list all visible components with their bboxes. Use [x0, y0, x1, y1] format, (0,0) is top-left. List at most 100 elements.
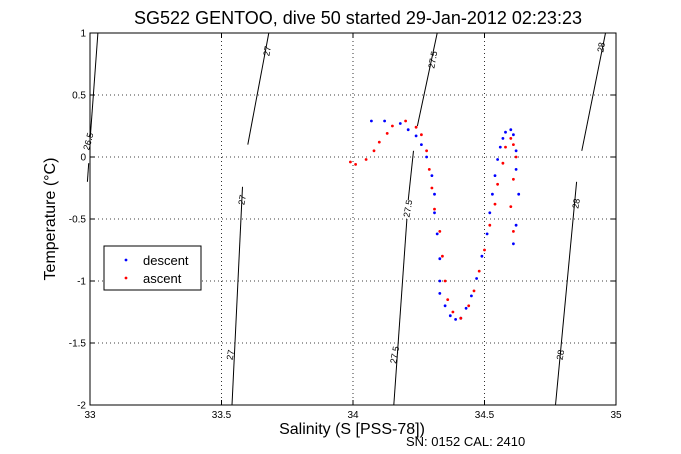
data-point-descent [454, 318, 457, 321]
y-axis-label: Temperature (°C) [42, 158, 59, 281]
data-point-descent [425, 155, 428, 159]
isopycnal-line [581, 32, 606, 151]
data-point-descent [491, 192, 494, 196]
data-point-descent [475, 277, 478, 280]
data-point-ascent [349, 160, 352, 164]
y-tick-label: -2 [77, 401, 86, 412]
x-tick-label: 35 [610, 410, 622, 421]
data-point-descent [512, 242, 515, 246]
isopycnal-label: 28 [555, 349, 567, 361]
data-point-ascent [404, 119, 407, 123]
isopycnal-label: 28 [570, 198, 582, 210]
data-point-ascent [467, 304, 471, 308]
data-point-descent [517, 192, 521, 196]
data-point-ascent [496, 182, 499, 186]
data-point-ascent [441, 254, 444, 258]
data-point-ascent [364, 158, 368, 161]
data-point-ascent [477, 269, 481, 273]
x-tick-label: 34.5 [475, 410, 495, 421]
isopycnal-line [89, 32, 99, 141]
x-tick-label: 33.5 [212, 410, 232, 421]
data-point-descent [398, 122, 402, 125]
isopycnal-label: 27 [236, 194, 248, 206]
data-point-ascent [512, 143, 515, 147]
isopycnal-line [416, 32, 438, 127]
data-point-ascent [391, 124, 394, 128]
data-point-ascent [354, 163, 357, 166]
y-tick-label: 1 [80, 29, 86, 40]
data-point-ascent [488, 223, 492, 227]
data-point-ascent [433, 207, 436, 211]
y-tick-label: 0.5 [72, 91, 86, 102]
y-tick-label: 0 [80, 153, 86, 164]
x-tick-label: 34 [347, 410, 359, 421]
data-point-descent [438, 257, 442, 261]
data-point-descent [443, 304, 447, 308]
data-point-ascent [472, 289, 476, 293]
chart-title: SG522 GENTOO, dive 50 started 29-Jan-201… [134, 8, 582, 28]
legend: descent ascent [103, 245, 202, 291]
data-point-descent [480, 254, 484, 258]
data-point-ascent [372, 149, 376, 153]
isopycnal-label: 27.5 [401, 199, 414, 218]
data-point-descent [501, 137, 505, 140]
isopycnal-line [555, 181, 578, 406]
y-tick-label: -1 [77, 277, 86, 288]
data-point-ascent [443, 279, 447, 283]
data-point-descent [435, 232, 439, 236]
data-point-descent [493, 174, 497, 178]
data-point-descent [485, 232, 489, 236]
isopycnal-label: 27 [225, 349, 237, 361]
legend-label-descent: descent [143, 253, 189, 268]
isopycnal-line [247, 32, 270, 145]
data-point-ascent [512, 177, 515, 181]
data-point-descent [448, 314, 452, 318]
data-point-descent [406, 128, 410, 132]
data-point-ascent [414, 125, 418, 129]
y-tick-label: -0.5 [69, 215, 87, 226]
data-point-descent [370, 119, 373, 123]
data-point-ascent [427, 168, 431, 171]
isopycnal-label: 27.5 [388, 345, 401, 364]
isopycnal-label: 28 [595, 42, 607, 54]
data-point-ascent [514, 155, 518, 159]
data-point-descent [514, 168, 518, 171]
data-point-ascent [493, 202, 497, 206]
isopycnal-line [407, 150, 414, 201]
data-point-descent [414, 134, 418, 138]
data-point-ascent [430, 186, 434, 190]
legend-label-ascent: ascent [143, 271, 182, 286]
data-point-descent [496, 158, 499, 161]
data-point-descent [512, 133, 515, 137]
data-point-ascent [385, 132, 389, 135]
data-point-descent [420, 143, 423, 147]
data-point-descent [514, 223, 518, 227]
isopycnal-label: 27.5 [426, 50, 439, 69]
data-point-ascent [512, 230, 515, 233]
axis-ticks: 33 33.5 34 34.5 35 -2 -1.5 -1 -0.5 0 0.5 1 [69, 29, 622, 422]
data-point-descent [438, 279, 442, 283]
serial-calibration-footer: SN: 0152 CAL: 2410 [406, 434, 525, 449]
data-point-ascent [446, 298, 450, 301]
data-point-descent [509, 128, 513, 132]
data-point-ascent [438, 230, 442, 233]
legend-marker-ascent [124, 276, 128, 280]
plot-area [90, 33, 616, 405]
data-point-descent [383, 119, 386, 123]
data-point-descent [470, 294, 473, 298]
data-point-descent [433, 211, 436, 215]
data-points [349, 119, 521, 321]
isopycnal-label: 26.5 [81, 132, 95, 152]
data-point-descent [514, 149, 518, 153]
data-point-ascent [509, 137, 513, 140]
data-point-ascent [420, 133, 423, 137]
data-point-ascent [509, 205, 513, 209]
x-tick-label: 33 [84, 410, 96, 421]
isopycnal-contours: 26.5 27 27 27 27.5 27.5 27.5 28 28 28 [81, 32, 607, 406]
data-point-ascent [425, 149, 428, 153]
data-point-descent [498, 145, 502, 149]
legend-box [103, 245, 202, 291]
data-point-descent [464, 306, 468, 310]
data-point-descent [438, 292, 442, 295]
